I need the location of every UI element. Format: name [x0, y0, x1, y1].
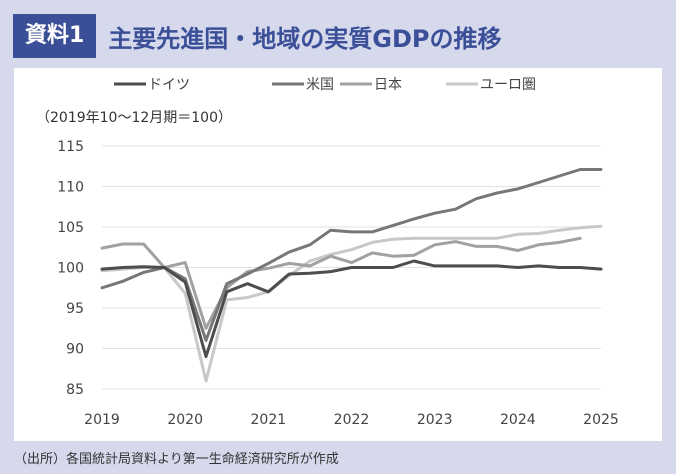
x-tick-label: 2024 [500, 412, 536, 428]
x-tick-label: 2025 [583, 412, 619, 428]
y-tick-label: 85 [66, 382, 84, 398]
x-tick-label: 2020 [167, 412, 203, 428]
index-note: （2019年10〜12月期＝100） [36, 110, 232, 126]
y-tick-label: 110 [57, 180, 84, 196]
source-note: （出所）各国統計局資料より第一生命経済研究所が作成 [14, 452, 339, 467]
x-tick-label: 2023 [417, 412, 453, 428]
line-chart: 85 90 95 100 105 110 115 2019 2020 2021 2022 2023 20… [36, 77, 619, 428]
legend-label: 日本 [374, 77, 402, 93]
y-tick-label: 95 [66, 301, 84, 317]
series-line-0 [100, 259, 603, 359]
y-tick-label: 90 [66, 342, 84, 358]
y-tick-label: 100 [57, 261, 84, 277]
series-line-3 [100, 224, 603, 383]
chart-panel: 85 90 95 100 105 110 115 2019 2020 2021 2022 2023 20… [14, 68, 662, 441]
series-line-2 [100, 236, 582, 330]
y-tick-label: 115 [57, 139, 84, 155]
series-line-1 [100, 168, 603, 342]
chart-title: 主要先進国・地域の実質GDPの推移 [108, 24, 502, 53]
x-tick-label: 2022 [334, 412, 370, 428]
legend-label: ユーロ圏 [480, 77, 536, 93]
x-tick-label: 2019 [84, 412, 120, 428]
legend-label: ドイツ [148, 77, 190, 93]
figure-badge: 資料1 [13, 14, 97, 58]
x-tick-label: 2021 [251, 412, 287, 428]
legend-label: 米国 [306, 77, 334, 93]
header: 資料1 主要先進国・地域の実質GDPの推移 [13, 10, 502, 62]
y-tick-label: 105 [57, 220, 84, 236]
